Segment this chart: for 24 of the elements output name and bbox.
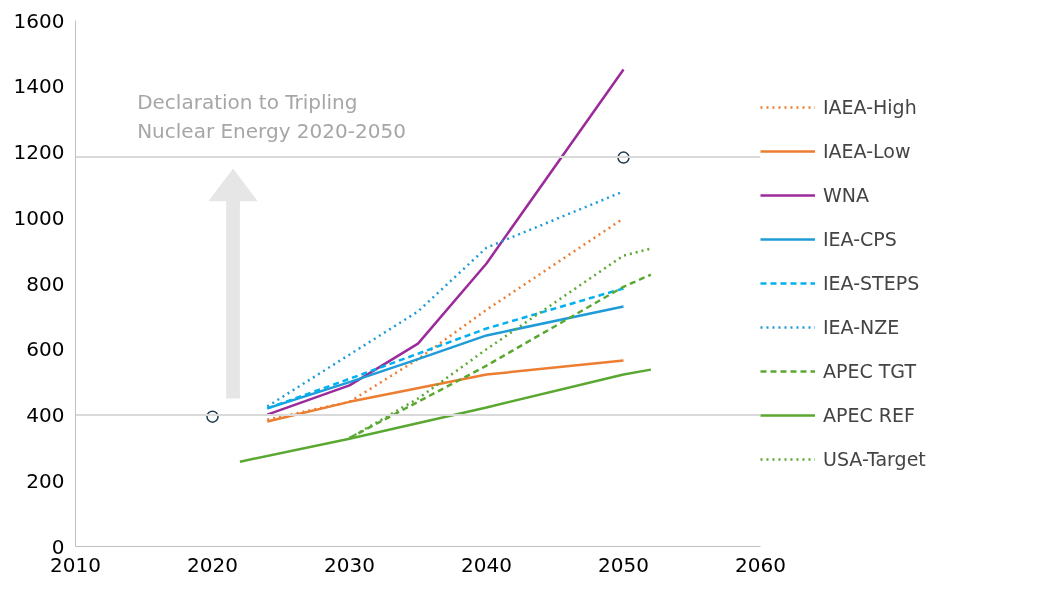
y-tick-label: 1000 xyxy=(13,205,65,230)
legend-label: IEA-NZE xyxy=(823,316,900,338)
legend-label: IEA-STEPS xyxy=(823,272,920,294)
annotation: Declaration to Tripling Nuclear Energy 2020-2050 xyxy=(137,90,406,143)
y-tick-label: 200 xyxy=(26,468,65,493)
y-tick-label: 0 xyxy=(51,534,65,559)
x-tick-label: 2050 xyxy=(598,552,649,577)
legend-label: APEC TGT xyxy=(823,360,917,382)
y-tick-label: 600 xyxy=(26,337,65,362)
y-tick-label: 1200 xyxy=(13,140,65,164)
legend-label: APEC REF xyxy=(823,404,915,426)
legend-label: IAEA-High xyxy=(823,96,917,118)
legend-label: IAEA-Low xyxy=(823,140,911,162)
y-tick-label: 800 xyxy=(26,271,65,296)
legend-label: WNA xyxy=(823,184,869,206)
y-tick-label: 400 xyxy=(26,403,65,427)
y-tick-label: 1600 xyxy=(13,8,65,33)
legend-label: USA-Target xyxy=(823,448,926,470)
x-tick-label: 2030 xyxy=(324,552,375,577)
x-tick-label: 2020 xyxy=(187,552,238,577)
y-tick-label: 1400 xyxy=(13,74,65,99)
x-tick-label: 2060 xyxy=(735,552,786,577)
legend-label: IEA-CPS xyxy=(823,228,897,250)
x-tick-label: 2040 xyxy=(461,552,512,577)
